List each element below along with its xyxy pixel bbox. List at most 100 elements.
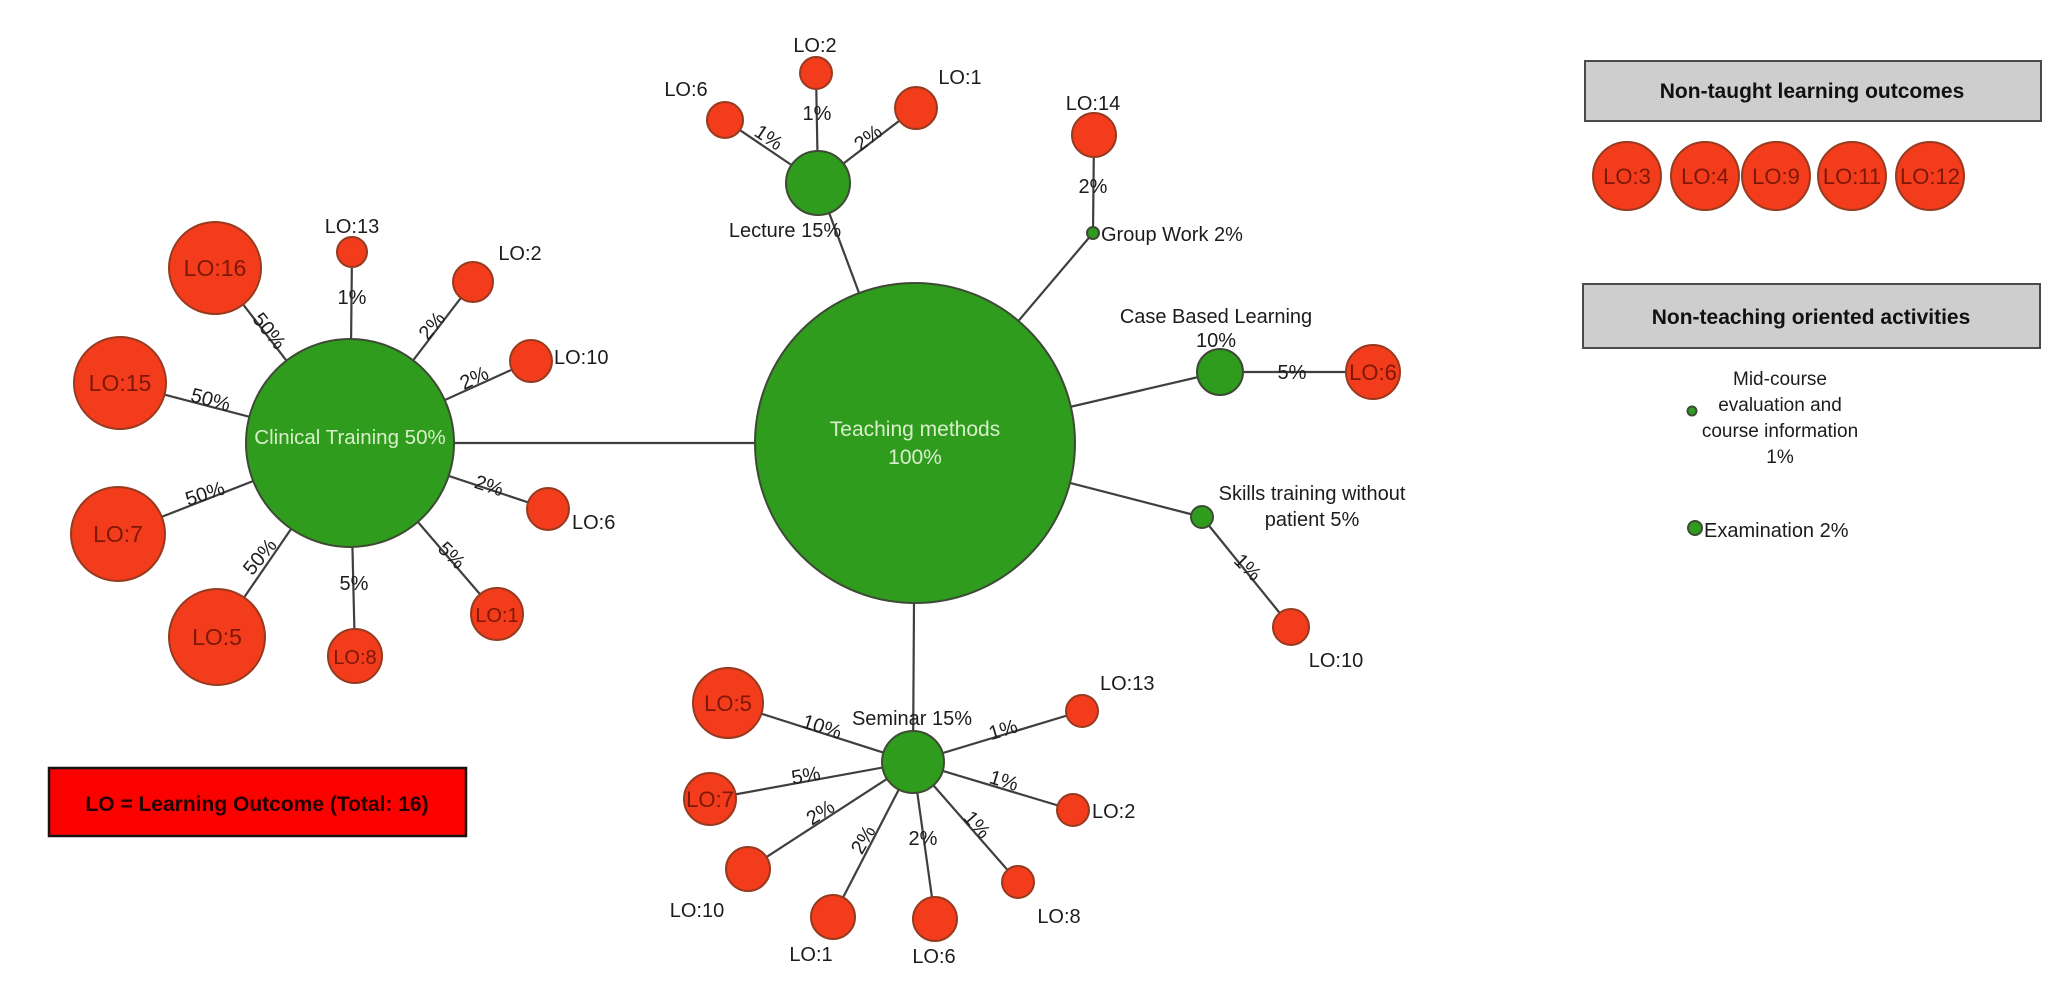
- seminar-lo1-pct: 2%: [847, 822, 881, 858]
- legend-lo11-label: LO:11: [1823, 164, 1881, 189]
- mid-course-line1: Mid-course: [1733, 369, 1827, 390]
- clinical-lo6-circle: [526, 487, 570, 531]
- seminar-lo2-label: LO:2: [1092, 801, 1135, 823]
- clinical-lo5-pct: 50%: [239, 535, 282, 580]
- groupwork-lo14-label: LO:14: [1066, 93, 1120, 115]
- branch-clinical-training: Clinical Training 50% LO:16 50% LO:15 50…: [70, 216, 615, 686]
- seminar-lo6-pct: 2%: [909, 828, 938, 850]
- edge-skills-lo10: [1201, 516, 1292, 628]
- clinical-lo8-pct: 5%: [340, 573, 369, 595]
- clinical-lo15-pct: 50%: [188, 384, 233, 416]
- teaching-methods-label-line2: 100%: [888, 446, 942, 469]
- seminar-lo10-circle: [725, 846, 771, 892]
- legend-lo12-label: LO:12: [1900, 164, 1960, 189]
- lecture-circle: [785, 150, 851, 216]
- teaching-methods-circle: [754, 282, 1076, 604]
- seminar-lo13-pct: 1%: [986, 715, 1020, 745]
- legend-lo4-circle: [1670, 141, 1740, 211]
- casebased-lo6-circle: [1345, 344, 1401, 400]
- legend-non-taught-title: Non-taught learning outcomes: [1660, 80, 1965, 103]
- skills-lo10-pct: 1%: [1229, 550, 1265, 586]
- examination-dot: [1687, 520, 1703, 536]
- legend-non-taught-box: [1584, 60, 2042, 122]
- clinical-lo16-circle: [168, 221, 262, 315]
- clinical-lo8-circle: [327, 628, 383, 684]
- case-based-circle: [1196, 348, 1244, 396]
- lecture-label: Lecture 15%: [729, 220, 842, 242]
- clinical-lo7-label: LO:7: [93, 521, 143, 547]
- branch-skills-training: Skills training without patient 5% LO:10…: [1190, 483, 1406, 672]
- clinical-lo10-label: LO:10: [554, 347, 608, 369]
- lecture-lo1-label: LO:1: [938, 67, 981, 89]
- clinical-lo10-circle: [509, 339, 553, 383]
- legend-lo4-label: LO:4: [1681, 164, 1729, 189]
- seminar-lo13-circle: [1065, 694, 1099, 728]
- clinical-lo7-circle: [70, 486, 166, 582]
- seminar-lo1-circle: [810, 894, 856, 940]
- branch-case-based-learning: Case Based Learning 10% LO:6 5%: [1120, 306, 1401, 400]
- seminar-lo5-pct: 10%: [799, 711, 844, 744]
- legend-lo11-circle: [1817, 141, 1887, 211]
- seminar-lo13-label: LO:13: [1100, 673, 1154, 695]
- clinical-lo13-label: LO:13: [325, 216, 379, 238]
- clinical-training-circle: [245, 338, 455, 548]
- teaching-methods-label-line1: Teaching methods: [830, 418, 1000, 441]
- skills-lo10-label: LO:10: [1309, 650, 1363, 672]
- skills-label-line2: patient 5%: [1265, 509, 1360, 531]
- group-work-label: Group Work 2%: [1101, 224, 1243, 246]
- skills-lo10-circle: [1272, 608, 1310, 646]
- lecture-lo1-pct: 2%: [850, 121, 886, 156]
- seminar-lo5-circle: [692, 667, 764, 739]
- node-teaching-methods: Teaching methods 100%: [754, 282, 1076, 604]
- clinical-lo2-circle: [452, 261, 494, 303]
- edge-seminar-lo10: [747, 761, 914, 870]
- clinical-lo13-pct: 1%: [338, 287, 367, 309]
- lecture-lo2-label: LO:2: [793, 35, 836, 57]
- branch-seminar: Seminar 15% LO:5 10% LO:7 5% LO:10 2% LO…: [670, 667, 1154, 968]
- clinical-lo16-pct: 50%: [248, 309, 290, 354]
- edge-seminar-lo7: [709, 760, 914, 801]
- mid-course-line2: evaluation and: [1718, 395, 1842, 416]
- seminar-lo1-label: LO:1: [789, 944, 832, 966]
- clinical-lo15-label: LO:15: [89, 370, 152, 396]
- clinical-training-label: Clinical Training 50%: [254, 426, 445, 449]
- seminar-lo8-label: LO:8: [1037, 906, 1080, 928]
- clinical-lo1-label: LO:1: [475, 605, 518, 627]
- legend-lo9-label: LO:9: [1752, 164, 1800, 189]
- lecture-lo1-circle: [894, 86, 938, 130]
- seminar-lo10-pct: 2%: [803, 796, 839, 830]
- seminar-lo6-label: LO:6: [912, 946, 955, 968]
- clinical-lo10-pct: 2%: [457, 362, 493, 394]
- clinical-lo6-pct: 2%: [472, 471, 506, 501]
- legend-non-teaching-title: Non-teaching oriented activities: [1652, 306, 1971, 329]
- legend-lo9-circle: [1741, 141, 1811, 211]
- legend-non-taught: Non-taught learning outcomes LO:3 LO:4 L…: [1584, 60, 2042, 211]
- seminar-lo6-circle: [912, 896, 958, 942]
- seminar-lo2-circle: [1056, 793, 1090, 827]
- branch-lecture: Lecture 15% LO:6 1% LO:2 1% LO:1 2%: [664, 35, 981, 242]
- mid-course-line4: 1%: [1766, 447, 1794, 468]
- seminar-lo10-label: LO:10: [670, 900, 724, 922]
- casebased-lo6-label: LO:6: [1349, 360, 1397, 385]
- mid-course-dot: [1686, 405, 1698, 417]
- seminar-lo7-circle: [683, 772, 737, 826]
- seminar-lo8-pct: 1%: [959, 807, 995, 843]
- clinical-lo5-circle: [168, 588, 266, 686]
- lecture-lo6-label: LO:6: [664, 79, 707, 101]
- clinical-lo15-circle: [73, 336, 167, 430]
- seminar-label: Seminar 15%: [852, 708, 972, 730]
- case-based-label-line1: Case Based Learning: [1120, 306, 1312, 328]
- clinical-lo13-circle: [336, 236, 368, 268]
- groupwork-lo14-circle: [1071, 112, 1117, 158]
- note-box: [47, 766, 468, 838]
- clinical-lo1-circle: [470, 587, 524, 641]
- branch-group-work: Group Work 2% LO:14 2%: [1066, 93, 1243, 246]
- lecture-lo2-circle: [799, 56, 833, 90]
- seminar-lo2-pct: 1%: [987, 767, 1021, 797]
- lecture-lo6-circle: [706, 101, 744, 139]
- seminar-circle: [881, 730, 945, 794]
- legend-lo12-circle: [1895, 141, 1965, 211]
- clinical-lo2-pct: 2%: [415, 308, 451, 344]
